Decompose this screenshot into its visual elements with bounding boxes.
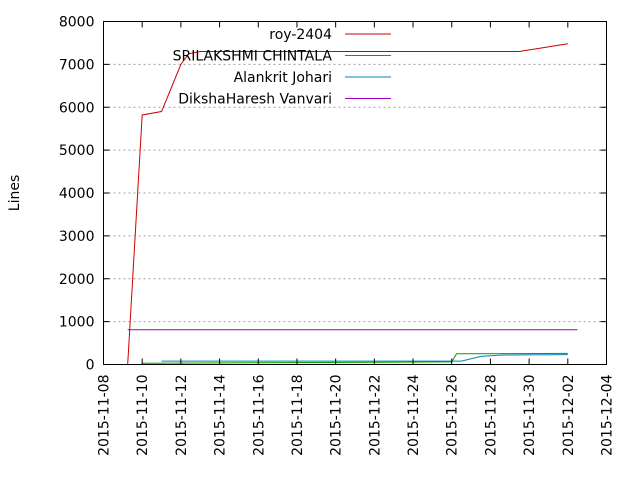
legend-label: SRILAKSHMI CHINTALA (173, 49, 333, 65)
y-tick-label: 6000 (59, 100, 95, 116)
x-tick-label: 2015-11-16 (251, 374, 267, 455)
series-line-alankrit-johari (161, 354, 568, 362)
grid-lines (103, 63, 607, 323)
x-tick-label: 2015-11-12 (174, 375, 190, 456)
legend-label: roy-2404 (269, 27, 332, 43)
y-tick-label: 5000 (59, 143, 95, 159)
legend-label: DikshaHaresh Vanvari (178, 92, 332, 108)
x-tick-label: 2015-11-10 (135, 375, 151, 456)
x-tick-label: 2015-11-22 (367, 375, 383, 456)
y-tick-label: 1000 (59, 315, 95, 331)
legend-label: Alankrit Johari (234, 70, 332, 86)
y-tick-label: 0 (86, 358, 95, 374)
y-tick-label: 4000 (59, 186, 95, 202)
legend: roy-2404 SRILAKSHMI CHINTALA Alankrit Joha… (173, 27, 391, 108)
x-tick-label: 2015-11-18 (290, 375, 306, 456)
y-tick-label: 2000 (59, 272, 95, 288)
x-tick-label: 2015-11-14 (213, 374, 229, 455)
series-line-roy-2404 (127, 43, 568, 365)
x-tick-label: 2015-11-20 (329, 375, 345, 456)
y-tick-label: 7000 (59, 57, 95, 73)
axis-ticks: 0 1000 2000 3000 4000 5000 6000 7000 8000 2015-11… (59, 15, 616, 456)
x-tick-label: 2015-11-28 (483, 375, 499, 456)
y-axis-label: Lines (7, 175, 23, 211)
series-lines (127, 43, 578, 365)
x-tick-label: 2015-12-04 (600, 374, 616, 455)
y-tick-label: 8000 (59, 15, 95, 31)
x-tick-label: 2015-11-24 (406, 374, 422, 455)
y-tick-label: 3000 (59, 229, 95, 245)
x-tick-label: 2015-11-26 (445, 374, 461, 455)
x-tick-label: 2015-11-08 (97, 375, 113, 456)
x-tick-label: 2015-12-02 (561, 375, 577, 456)
x-tick-label: 2015-11-30 (522, 375, 538, 456)
